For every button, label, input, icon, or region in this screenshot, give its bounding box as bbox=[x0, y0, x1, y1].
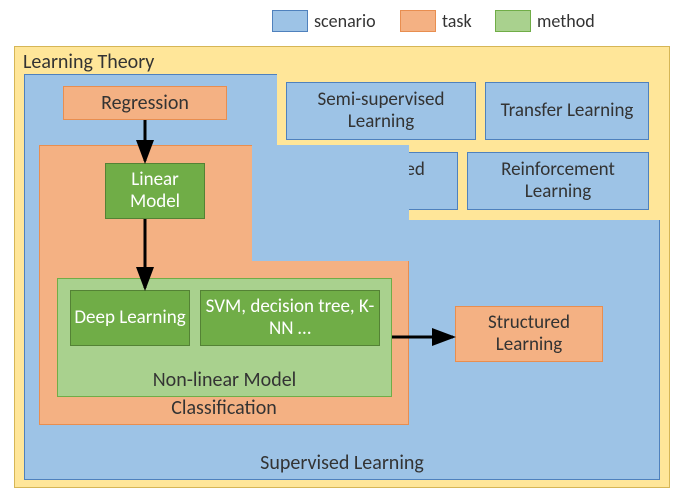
arrows-svg bbox=[0, 0, 685, 500]
